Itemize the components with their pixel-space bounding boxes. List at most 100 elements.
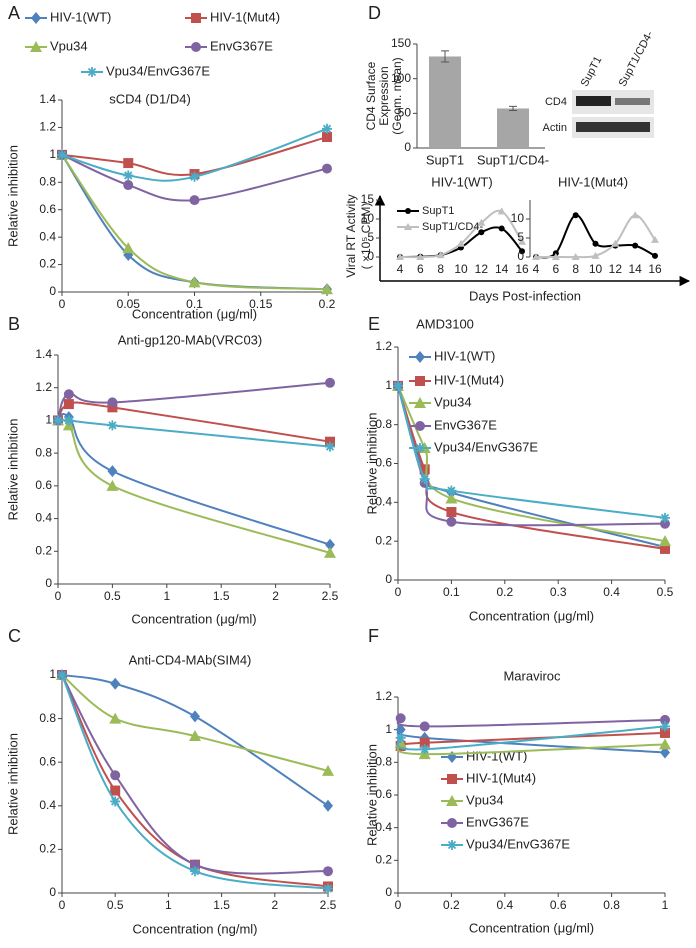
series-line — [57, 401, 331, 443]
y-tick-label: 1.2 — [39, 120, 56, 134]
x-tick-label: 0 — [395, 898, 402, 912]
panel-letter: F — [368, 626, 379, 646]
marker — [322, 123, 332, 134]
x-tick-label: 10 — [454, 262, 468, 276]
marker — [611, 239, 620, 247]
bar — [497, 108, 529, 148]
legend-label: HIV-1(Mut4) — [434, 372, 504, 387]
marker — [445, 492, 458, 504]
legend-marker — [415, 421, 425, 431]
marker — [325, 441, 335, 452]
y-tick-label: 0.4 — [39, 798, 56, 812]
legend-label: EnvG367E — [434, 417, 497, 432]
marker — [551, 253, 560, 260]
legend-label: Vpu34/EnvG367E — [106, 63, 210, 78]
marker — [322, 132, 332, 143]
legend-label: Vpu34/EnvG367E — [466, 836, 570, 851]
series-line — [396, 717, 666, 728]
y-tick-label: 1.4 — [39, 92, 56, 106]
y-tick-label: 0.8 — [39, 174, 56, 188]
marker — [419, 474, 430, 485]
y-tick-label: 0.4 — [35, 511, 52, 525]
series-line — [397, 385, 666, 548]
marker — [477, 218, 486, 226]
x-tick-label: 0.2 — [443, 898, 460, 912]
y-tick-label: 0.2 — [39, 842, 56, 856]
marker — [110, 796, 121, 807]
marker — [659, 738, 671, 750]
x-tick-label: 1.5 — [213, 898, 230, 912]
marker — [660, 721, 670, 732]
marker — [518, 237, 526, 245]
y-tick-label: 1 — [385, 378, 392, 392]
y-tick-label: 0.8 — [375, 417, 392, 431]
series-line — [396, 725, 666, 751]
y-tick-label: 1.2 — [375, 689, 392, 703]
y-tick-label: 0.2 — [375, 533, 392, 547]
panel-letter: E — [368, 314, 380, 334]
marker — [123, 158, 134, 169]
x-tick-label: 0.8 — [603, 898, 620, 912]
legend-marker — [405, 208, 411, 214]
series-line — [57, 413, 331, 546]
y-tick-label: 0.2 — [39, 257, 56, 271]
y-tick-label: 0.4 — [375, 495, 392, 509]
marker — [188, 276, 201, 288]
x-axis-label: Concentration (μg/ml) — [131, 611, 256, 626]
marker — [446, 485, 457, 496]
chart-title: Maraviroc — [503, 668, 561, 683]
y-tick-label: 0.6 — [39, 202, 56, 216]
y-tick-label: 1 — [49, 667, 56, 681]
x-tick-label: SupT1/CD4- — [477, 152, 549, 167]
marker — [123, 180, 134, 191]
y-axis-label: (Geom. mean) — [390, 57, 404, 134]
legend-label: Vpu34 — [434, 394, 472, 409]
legend-marker — [191, 42, 201, 52]
x-tick-label: 1.5 — [213, 589, 230, 603]
marker — [189, 730, 201, 742]
series-line — [61, 674, 329, 807]
x-tick-label: 0 — [59, 297, 66, 311]
band-label: CD4 — [545, 96, 567, 108]
lane-label: SupT1 — [579, 55, 605, 89]
marker — [190, 866, 200, 877]
marker — [393, 380, 403, 391]
x-tick-label: 14 — [495, 262, 509, 276]
x-tick-label: 6 — [552, 262, 559, 276]
marker — [106, 479, 119, 491]
y-tick-label: 0 — [404, 140, 411, 154]
x-tick-label: 4 — [397, 262, 404, 276]
marker — [419, 744, 430, 755]
chart-title: Anti-CD4-MAb(SIM4) — [129, 652, 252, 667]
y-tick-label: 0.2 — [375, 853, 392, 867]
x-tick-label: 2.5 — [322, 589, 339, 603]
legend-marker — [415, 443, 425, 453]
marker — [57, 670, 67, 680]
series-line — [397, 385, 666, 519]
panel-letter: D — [368, 3, 381, 23]
marker — [63, 389, 74, 400]
marker — [322, 163, 332, 174]
marker — [323, 799, 333, 812]
y-tick-label: 50 — [398, 106, 412, 120]
marker — [189, 171, 200, 182]
panel-letter: C — [8, 626, 21, 646]
marker — [660, 543, 670, 554]
legend-marker — [414, 397, 426, 408]
y-tick-label: 1 — [45, 413, 52, 427]
marker — [651, 235, 659, 243]
series-line — [61, 136, 328, 176]
y-tick-label: 0.6 — [375, 456, 392, 470]
y-tick-label: 0 — [49, 284, 56, 298]
y-tick-label: 0 — [367, 249, 374, 263]
legend-marker — [191, 13, 201, 23]
x-tick-label: 12 — [609, 262, 623, 276]
y-tick-label: 5 — [367, 230, 374, 244]
y-tick-label: 10 — [361, 211, 375, 225]
y-axis-label: Relative inhibition — [364, 744, 379, 846]
series-line — [61, 674, 329, 888]
legend-label: EnvG367E — [210, 38, 273, 53]
x-tick-label: 2 — [272, 589, 279, 603]
panel-letter: A — [8, 3, 20, 23]
